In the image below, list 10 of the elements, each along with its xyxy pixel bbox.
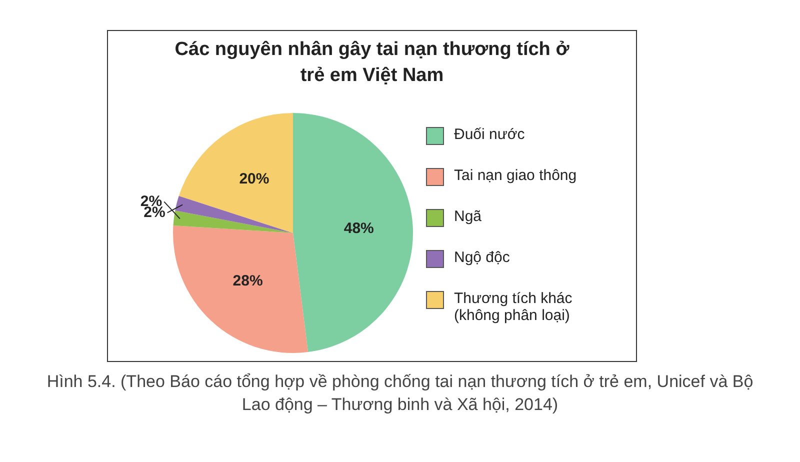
text: Hình 5.4. (Theo Báo cáo tổng hợp về phòng chống tai nạn thương tích ở trẻ em, Unicef và Bộ Lao động – Thương binh và Xã hội, 2014)	[46, 371, 754, 416]
data-label: 48%	[344, 220, 374, 237]
legend-label: Tai nạn giao thông	[454, 167, 577, 184]
legend-label: Đuối nước	[454, 126, 525, 143]
legend-label: Thương tích khác (không phân loại)	[454, 290, 574, 324]
chart-title: Các nguyên nhân gây tai nạn thương tích ở trẻ em Việt Nam	[174, 38, 570, 88]
data-label: 20%	[239, 170, 270, 188]
legend-label: Ngã	[454, 208, 482, 225]
legend-label: Ngộ độc	[454, 249, 510, 266]
data-label: 28%	[232, 272, 263, 290]
